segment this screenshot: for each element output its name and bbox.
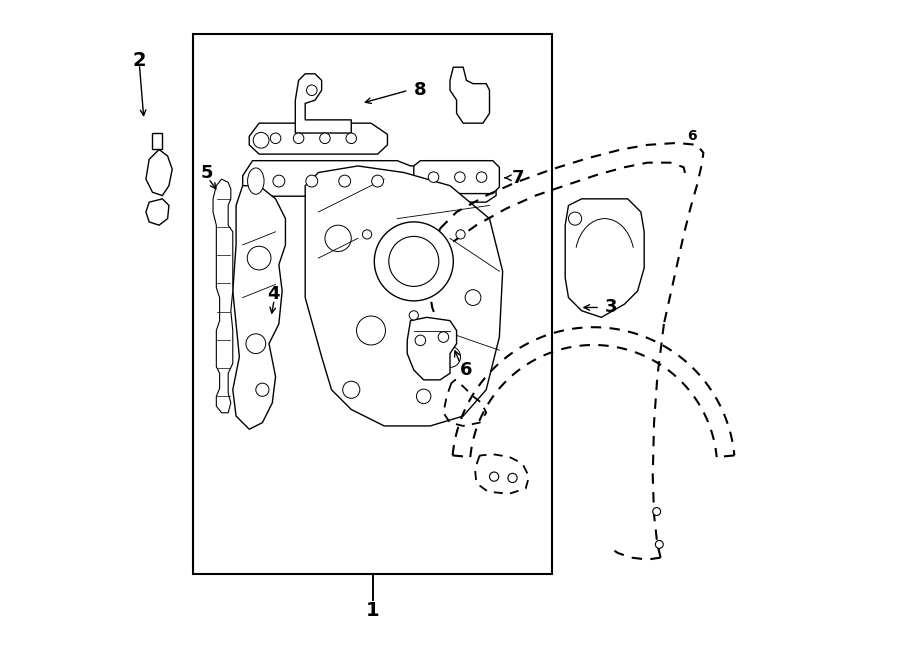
Circle shape — [253, 132, 269, 148]
Polygon shape — [233, 186, 285, 429]
Circle shape — [325, 225, 351, 252]
Circle shape — [256, 383, 269, 397]
Polygon shape — [305, 166, 503, 426]
Circle shape — [655, 541, 663, 549]
Circle shape — [415, 335, 426, 346]
Polygon shape — [295, 74, 351, 133]
Text: 6: 6 — [460, 361, 473, 379]
Circle shape — [246, 334, 266, 354]
Circle shape — [346, 133, 356, 143]
Text: 8: 8 — [414, 81, 427, 99]
Polygon shape — [152, 133, 162, 149]
Circle shape — [293, 133, 304, 143]
Polygon shape — [243, 161, 496, 202]
Circle shape — [270, 133, 281, 143]
Text: 4: 4 — [267, 286, 280, 303]
Polygon shape — [213, 179, 233, 412]
Polygon shape — [249, 123, 388, 154]
Circle shape — [410, 311, 418, 320]
Text: 6: 6 — [688, 130, 697, 143]
Polygon shape — [407, 317, 456, 380]
Circle shape — [273, 175, 284, 187]
Circle shape — [374, 222, 454, 301]
Circle shape — [307, 85, 317, 96]
Bar — [194, 34, 552, 574]
Circle shape — [652, 508, 661, 516]
Circle shape — [356, 316, 385, 345]
Text: 5: 5 — [200, 163, 212, 182]
Circle shape — [417, 389, 431, 404]
Circle shape — [343, 381, 360, 399]
Circle shape — [508, 473, 518, 483]
Circle shape — [248, 247, 271, 270]
Circle shape — [439, 346, 461, 368]
Circle shape — [389, 237, 439, 286]
Circle shape — [428, 172, 439, 182]
Text: 3: 3 — [605, 299, 617, 317]
Circle shape — [569, 212, 581, 225]
Circle shape — [306, 175, 318, 187]
Circle shape — [490, 472, 499, 481]
Circle shape — [456, 230, 465, 239]
Circle shape — [372, 175, 383, 187]
Polygon shape — [414, 161, 500, 194]
Polygon shape — [146, 149, 172, 196]
Circle shape — [476, 172, 487, 182]
Circle shape — [320, 133, 330, 143]
Ellipse shape — [248, 168, 264, 194]
Text: 7: 7 — [511, 169, 524, 187]
Circle shape — [465, 290, 481, 305]
Circle shape — [438, 332, 449, 342]
Circle shape — [454, 172, 465, 182]
Polygon shape — [565, 199, 644, 317]
Text: 2: 2 — [132, 51, 146, 70]
Text: 1: 1 — [365, 601, 380, 620]
Polygon shape — [146, 199, 169, 225]
Circle shape — [338, 175, 351, 187]
Polygon shape — [450, 67, 490, 123]
Circle shape — [363, 230, 372, 239]
